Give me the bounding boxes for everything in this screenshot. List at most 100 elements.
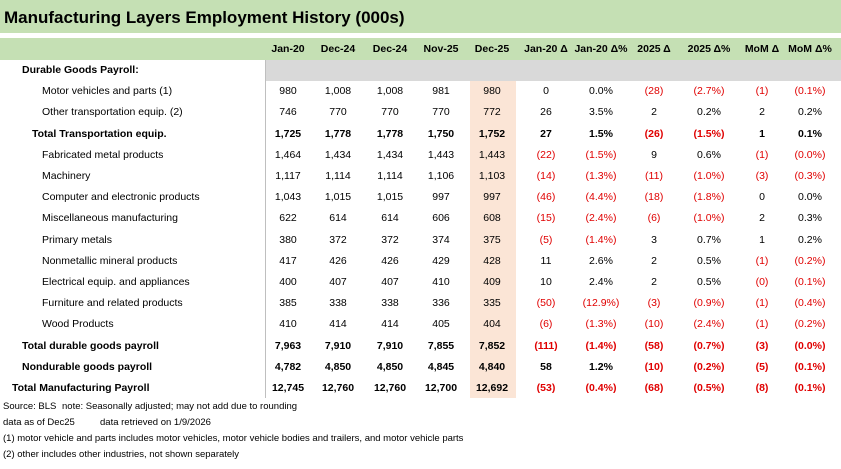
cell: 1,443 xyxy=(478,148,506,161)
cell: (22) xyxy=(536,148,556,161)
column-header: Jan-20 xyxy=(271,43,305,55)
cell: 429 xyxy=(432,254,450,267)
cell: 385 xyxy=(279,297,297,310)
cell: 1,725 xyxy=(274,127,302,140)
cell: 622 xyxy=(279,212,297,225)
highlight-column xyxy=(470,81,516,398)
cell: 414 xyxy=(329,318,347,331)
cell: 9 xyxy=(651,148,657,161)
cell: (0.4%) xyxy=(585,382,617,394)
cell: 608 xyxy=(483,212,501,225)
header-band xyxy=(0,38,841,60)
cell: 7,852 xyxy=(478,339,506,352)
section-band xyxy=(265,60,841,81)
cell: 7,910 xyxy=(324,339,352,352)
cell: 606 xyxy=(432,212,450,225)
cell: 7,910 xyxy=(376,339,404,352)
cell: 1,752 xyxy=(478,127,506,140)
cell: 414 xyxy=(381,318,399,331)
cell: 407 xyxy=(329,276,347,288)
cell: 1,008 xyxy=(376,85,404,98)
footnote: Source: BLS xyxy=(3,401,57,412)
cell: (3) xyxy=(755,339,769,352)
column-header: MoM Δ xyxy=(744,43,780,55)
cell: (0.2%) xyxy=(693,360,725,373)
cell: (111) xyxy=(534,339,558,352)
cell: 426 xyxy=(329,254,347,267)
cell: 4,782 xyxy=(274,360,302,373)
cell: 338 xyxy=(381,297,399,310)
cell: 1 xyxy=(759,127,765,140)
cell: (10) xyxy=(644,318,664,331)
cell: 0.2% xyxy=(697,106,721,119)
cell: 407 xyxy=(381,276,399,288)
cell: (1) xyxy=(755,297,769,310)
cell: 426 xyxy=(381,254,399,267)
cell: 1 xyxy=(759,233,765,246)
cell: 417 xyxy=(279,254,297,267)
cell: 0 xyxy=(759,191,765,204)
cell: 375 xyxy=(483,233,501,246)
cell: (1) xyxy=(755,318,769,331)
cell: 981 xyxy=(432,85,450,98)
row-label: Primary metals xyxy=(42,233,113,246)
cell: (1) xyxy=(755,254,769,267)
cell: 4,845 xyxy=(427,360,455,373)
cell: 1,443 xyxy=(427,148,455,161)
cell: (1.4%) xyxy=(585,233,617,246)
row-label: Computer and electronic products xyxy=(42,191,200,204)
row-label: Machinery xyxy=(42,170,91,182)
cell: 0.5% xyxy=(697,254,721,267)
cell: 7,963 xyxy=(274,339,302,352)
cell: (1.5%) xyxy=(693,127,725,140)
cell: 410 xyxy=(279,318,297,331)
cell: (26) xyxy=(644,127,664,140)
cell: (18) xyxy=(644,191,664,204)
cell: (0.2%) xyxy=(794,254,826,267)
cell: (6) xyxy=(539,318,553,331)
cell: (0.0%) xyxy=(794,148,826,161)
cell: (15) xyxy=(536,212,556,225)
cell: (3) xyxy=(755,170,769,182)
column-header: Dec-24 xyxy=(372,43,408,55)
cell: (50) xyxy=(536,297,556,310)
row-label: Total Transportation equip. xyxy=(32,127,167,140)
cell: (10) xyxy=(644,360,664,373)
column-header: MoM Δ% xyxy=(788,43,832,55)
cell: (11) xyxy=(645,170,663,182)
cell: (1.0%) xyxy=(693,170,725,182)
cell: 2 xyxy=(759,106,765,119)
cell: 1,434 xyxy=(324,148,352,161)
cell: 2 xyxy=(759,212,765,225)
row-label: Wood Products xyxy=(42,318,114,331)
cell: 1.2% xyxy=(589,360,613,373)
cell: 1,015 xyxy=(376,191,404,204)
cell: (0.9%) xyxy=(693,297,725,310)
cell: 770 xyxy=(329,106,347,119)
cell: (0.4%) xyxy=(794,297,826,310)
cell: 1,778 xyxy=(376,127,404,140)
cell: 7,855 xyxy=(427,339,455,352)
cell: (5) xyxy=(755,360,769,373)
footnote: note: Seasonally adjusted; may not add d… xyxy=(62,401,298,412)
row-label: Fabricated metal products xyxy=(42,148,164,161)
cell: (1.3%) xyxy=(585,318,617,331)
cell: 1,750 xyxy=(427,127,455,140)
cell: (0.1%) xyxy=(794,360,826,373)
cell: 1,103 xyxy=(478,170,506,182)
cell: 1,043 xyxy=(274,191,302,204)
cell: (0.1%) xyxy=(794,382,826,394)
cell: (0.2%) xyxy=(794,318,826,331)
cell: 1,117 xyxy=(275,170,301,182)
cell: 0.0% xyxy=(798,191,822,204)
cell: 0.0% xyxy=(589,85,613,98)
cell: 772 xyxy=(483,106,501,119)
column-header: Dec-24 xyxy=(320,43,356,55)
cell: 2.4% xyxy=(589,276,613,288)
cell: (5) xyxy=(539,233,553,246)
cell: (2.4%) xyxy=(585,212,617,225)
cell: (3) xyxy=(647,297,661,310)
row-label: Motor vehicles and parts (1) xyxy=(42,85,173,98)
column-header: Jan-20 Δ% xyxy=(574,43,628,55)
cell: 335 xyxy=(483,297,501,310)
